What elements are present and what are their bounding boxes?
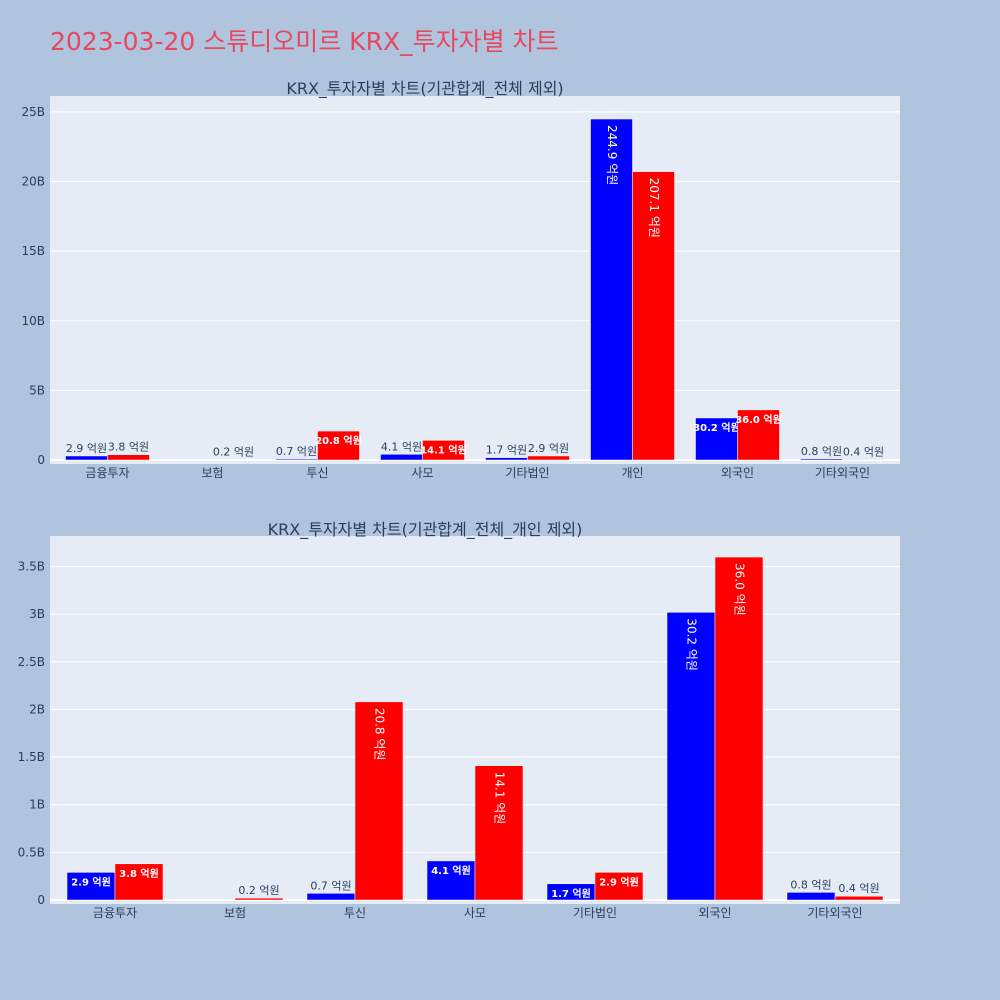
data-label: 20.8 억원 — [315, 434, 362, 447]
data-label: 14.1 억원 — [420, 443, 467, 456]
sell-bar — [107, 454, 150, 461]
x-tick-label: 보험 — [201, 466, 223, 480]
buy-bar — [380, 454, 423, 461]
buy-bar — [695, 417, 738, 461]
data-label: 0.4 억원 — [843, 445, 884, 458]
y-tick-label: 5B — [29, 383, 45, 397]
data-label: 36.0 억원 — [735, 413, 782, 426]
x-tick-label: 보험 — [224, 906, 246, 920]
y-tick-label: 10B — [21, 314, 45, 328]
page-title: 2023-03-20 스튜디오미르 KRX_투자자별 차트 — [50, 27, 559, 56]
data-label: 0.2 억원 — [238, 884, 279, 897]
chart-1: 0 5B 10B 15B 20B 25B KRX_투자자별 차트(기관합계_전체 제외) 금융… — [21, 79, 900, 480]
x-tick-label: 기타외국인 — [807, 906, 862, 920]
data-label: 207.1 억원 — [647, 178, 661, 238]
chart-title: KRX_투자자별 차트(기관합계_전체 제외) — [286, 79, 563, 99]
sell-bar — [317, 430, 360, 461]
data-label: 0.4 억원 — [838, 882, 879, 895]
data-label: 20.8 억원 — [373, 708, 387, 761]
chart-2: 0 0.5B 1B 1.5B 2B 2.5B 3B 3.5B KRX_투자자별 차트(기관합계_… — [18, 520, 900, 920]
sell-bar — [234, 897, 284, 901]
y-tick-label: 2B — [29, 702, 45, 716]
x-tick-label: 기타법인 — [573, 906, 617, 920]
buy-bar — [800, 458, 843, 461]
x-tick-label: 외국인 — [698, 906, 731, 920]
y-tick-label: 1B — [29, 798, 45, 812]
y-tick-label: 20B — [21, 175, 45, 189]
data-label: 2.9 억원 — [528, 442, 569, 455]
sell-bar — [714, 556, 764, 901]
buy-bar — [666, 612, 716, 901]
data-label: 4.1 억원 — [431, 864, 471, 877]
x-tick-label: 개인 — [621, 466, 643, 480]
data-label: 30.2 억원 — [685, 618, 699, 671]
y-tick-label: 2.5B — [18, 655, 45, 669]
buy-bar — [65, 455, 108, 461]
x-tick-label: 투신 — [306, 466, 328, 480]
x-tick-label: 기타법인 — [505, 466, 549, 480]
buy-bar — [275, 458, 318, 461]
x-tick-label: 금융투자 — [85, 466, 129, 480]
data-label: 0.2 억원 — [213, 446, 254, 459]
data-label: 2.9 억원 — [71, 875, 111, 888]
buy-bar — [590, 118, 633, 461]
y-tick-label: 0.5B — [18, 845, 45, 859]
sell-bar — [354, 701, 404, 901]
data-label: 2.9 억원 — [66, 442, 107, 455]
data-label: 3.8 억원 — [108, 441, 149, 454]
y-tick-label: 0 — [37, 453, 45, 467]
x-tick-label: 투신 — [344, 906, 366, 920]
sell-bar — [422, 440, 465, 461]
sell-bar — [737, 409, 780, 461]
data-label: 0.8 억원 — [801, 445, 842, 458]
data-label: 2.9 억원 — [599, 875, 639, 888]
plot-area — [50, 96, 900, 464]
data-label: 1.7 억원 — [551, 887, 591, 900]
data-label: 244.9 억원 — [605, 125, 619, 185]
buy-bar — [306, 893, 356, 901]
data-label: 0.8 억원 — [790, 878, 831, 891]
y-tick-label: 0 — [37, 893, 45, 907]
sell-bar — [632, 171, 675, 461]
sell-bar — [114, 863, 164, 901]
buy-bar — [66, 872, 116, 901]
data-label: 0.7 억원 — [310, 879, 351, 892]
buy-bar — [426, 860, 476, 901]
x-tick-label: 기타외국인 — [815, 466, 870, 480]
x-tick-label: 금융투자 — [93, 906, 137, 920]
data-label: 30.2 억원 — [693, 421, 740, 434]
x-tick-label: 외국인 — [721, 466, 754, 480]
y-tick-label: 3.5B — [18, 560, 45, 574]
sell-bar — [527, 455, 570, 461]
x-tick-label: 사모 — [411, 466, 433, 480]
y-tick-label: 1.5B — [18, 750, 45, 764]
x-tick-label: 사모 — [464, 906, 486, 920]
sell-bar — [594, 872, 644, 901]
y-tick-label: 25B — [21, 105, 45, 119]
data-label: 4.1 억원 — [381, 440, 422, 453]
data-label: 3.8 억원 — [119, 867, 159, 880]
sell-bar — [842, 459, 885, 461]
data-label: 14.1 억원 — [493, 772, 507, 825]
data-label: 36.0 억원 — [733, 563, 747, 616]
y-tick-label: 15B — [21, 244, 45, 258]
sell-bar — [834, 895, 884, 901]
data-label: 1.7 억원 — [486, 444, 527, 457]
buy-bar — [786, 892, 836, 901]
y-tick-label: 3B — [29, 607, 45, 621]
data-label: 0.7 억원 — [276, 445, 317, 458]
chart-title: KRX_투자자별 차트(기관합계_전체_개인 제외) — [268, 520, 583, 540]
sell-bar — [474, 765, 524, 901]
buy-bar — [485, 457, 528, 461]
